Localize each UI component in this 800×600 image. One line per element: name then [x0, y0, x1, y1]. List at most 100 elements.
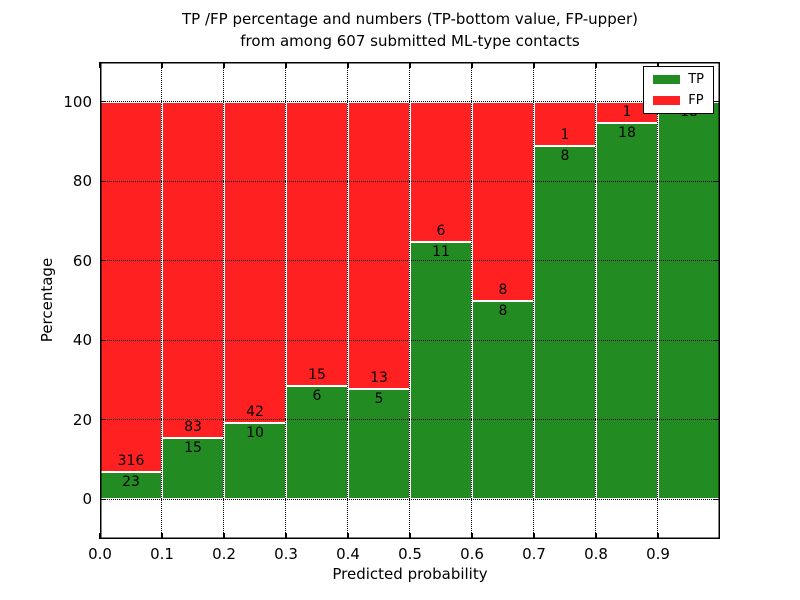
x-gridline-0.1: [161, 62, 163, 539]
legend-label-tp: TP: [688, 72, 704, 87]
legend-swatch-fp: [653, 96, 681, 105]
x-tick-top-0.4: [347, 62, 349, 68]
x-tick-label-0.7: 0.7: [522, 545, 546, 563]
bar-value-tp-1: 15: [184, 440, 202, 457]
x-gridline-0.9: [657, 62, 659, 539]
x-tick-label-0.4: 0.4: [336, 545, 360, 563]
x-tick-top-0.5: [409, 62, 411, 68]
bar-value-tp-0: 23: [122, 474, 140, 491]
bar-segment-tp-9: [658, 101, 720, 500]
x-tick-bottom-0.3: [285, 533, 287, 539]
y-tick-left-80: [100, 180, 106, 182]
x-tick-label-0.8: 0.8: [584, 545, 608, 563]
chart-title-line-2: from among 607 submitted ML-type contact…: [240, 32, 580, 50]
bar-value-fp-6: 8: [498, 281, 508, 298]
bar-segment-fp-0: [100, 101, 162, 473]
y-tick-left-0: [100, 498, 106, 500]
x-axis-label: Predicted probability: [332, 565, 488, 583]
x-tick-top-0.2: [223, 62, 225, 68]
y-tick-right-40: [714, 339, 720, 341]
bar-value-tp-6: 8: [498, 302, 508, 319]
y-tick-right-20: [714, 419, 720, 421]
bar-value-fp-3: 15: [308, 366, 326, 383]
legend-swatch-tp: [653, 75, 681, 84]
bar-segment-tp-1: [162, 438, 224, 500]
x-tick-bottom-0.5: [409, 533, 411, 539]
x-tick-top-0.7: [533, 62, 535, 68]
y-tick-right-80: [714, 180, 720, 182]
y-tick-left-20: [100, 419, 106, 421]
x-tick-bottom-0.7: [533, 533, 535, 539]
bar-value-fp-8: 1: [622, 103, 632, 120]
y-axis-label: Percentage: [38, 257, 56, 343]
y-tick-label-20: 20: [72, 410, 92, 429]
y-tick-right-100: [714, 101, 720, 103]
bar-segment-fp-4: [348, 101, 410, 389]
x-tick-bottom-0.6: [471, 533, 473, 539]
y-tick-right-60: [714, 260, 720, 262]
bar-value-tp-8: 18: [618, 124, 636, 141]
x-tick-bottom-0.2: [223, 533, 225, 539]
legend-label-fp: FP: [688, 93, 704, 108]
bar-value-fp-5: 6: [436, 223, 446, 240]
bar-value-fp-4: 13: [370, 369, 388, 386]
x-tick-label-0.0: 0.0: [88, 545, 112, 563]
x-tick-label-0.6: 0.6: [460, 545, 484, 563]
bar-segment-tp-8: [596, 122, 658, 500]
legend-entry-fp: FP: [653, 94, 704, 107]
x-tick-label-0.5: 0.5: [398, 545, 422, 563]
x-tick-top-0.8: [595, 62, 597, 68]
bar-segment-fp-5: [410, 101, 472, 243]
bar-segment-fp-1: [162, 101, 224, 439]
bar-segment-fp-2: [224, 101, 286, 423]
x-tick-top-0.9: [657, 62, 659, 68]
x-gridline-0.3: [285, 62, 287, 539]
y-tick-label-40: 40: [72, 331, 92, 350]
chart-title-line-1: TP /FP percentage and numbers (TP-bottom…: [182, 10, 638, 28]
bar-segment-fp-6: [472, 101, 534, 301]
bar-value-tp-3: 6: [312, 387, 322, 404]
y-tick-right-0: [714, 498, 720, 500]
x-tick-top-0.3: [285, 62, 287, 68]
y-tick-left-60: [100, 260, 106, 262]
bar-value-fp-1: 83: [184, 419, 202, 436]
plot-area: TP FP 3162383154210156135611881811818: [99, 62, 720, 539]
bar-value-fp-0: 316: [117, 453, 145, 470]
bar-segment-tp-5: [410, 242, 472, 500]
bar-segment-fp-3: [286, 101, 348, 386]
x-gridline-0.8: [595, 62, 597, 539]
x-tick-top-0.1: [161, 62, 163, 68]
y-tick-label-0: 0: [82, 490, 92, 509]
y-tick-label-100: 100: [63, 92, 92, 111]
bar-value-fp-2: 42: [246, 403, 264, 420]
y-tick-label-60: 60: [72, 251, 92, 270]
legend-entry-tp: TP: [653, 73, 704, 86]
x-gridline-0.6: [471, 62, 473, 539]
bar-segment-fp-7: [534, 101, 596, 146]
x-gridline-0.2: [223, 62, 225, 539]
x-tick-label-0.2: 0.2: [212, 545, 236, 563]
x-tick-top-0.6: [471, 62, 473, 68]
y-tick-label-80: 80: [72, 172, 92, 191]
x-gridline-0.5: [409, 62, 411, 539]
x-tick-bottom-0.9: [657, 533, 659, 539]
x-tick-bottom-0.4: [347, 533, 349, 539]
y-tick-left-100: [100, 101, 106, 103]
x-tick-label-0.9: 0.9: [646, 545, 670, 563]
x-tick-bottom-0.0: [99, 533, 101, 539]
bar-segment-tp-6: [472, 300, 534, 500]
bar-segment-tp-7: [534, 145, 596, 500]
bar-value-fp-7: 1: [560, 126, 570, 143]
x-gridline-0.4: [347, 62, 349, 539]
chart-title: TP /FP percentage and numbers (TP-bottom…: [100, 8, 720, 52]
x-tick-label-0.1: 0.1: [150, 545, 174, 563]
x-tick-bottom-0.8: [595, 533, 597, 539]
x-tick-label-0.3: 0.3: [274, 545, 298, 563]
x-tick-bottom-0.1: [161, 533, 163, 539]
bar-value-tp-7: 8: [560, 147, 570, 164]
bar-value-tp-2: 10: [246, 424, 264, 441]
legend: TP FP: [643, 66, 714, 114]
y-tick-left-40: [100, 339, 106, 341]
bar-value-tp-4: 5: [374, 390, 384, 407]
